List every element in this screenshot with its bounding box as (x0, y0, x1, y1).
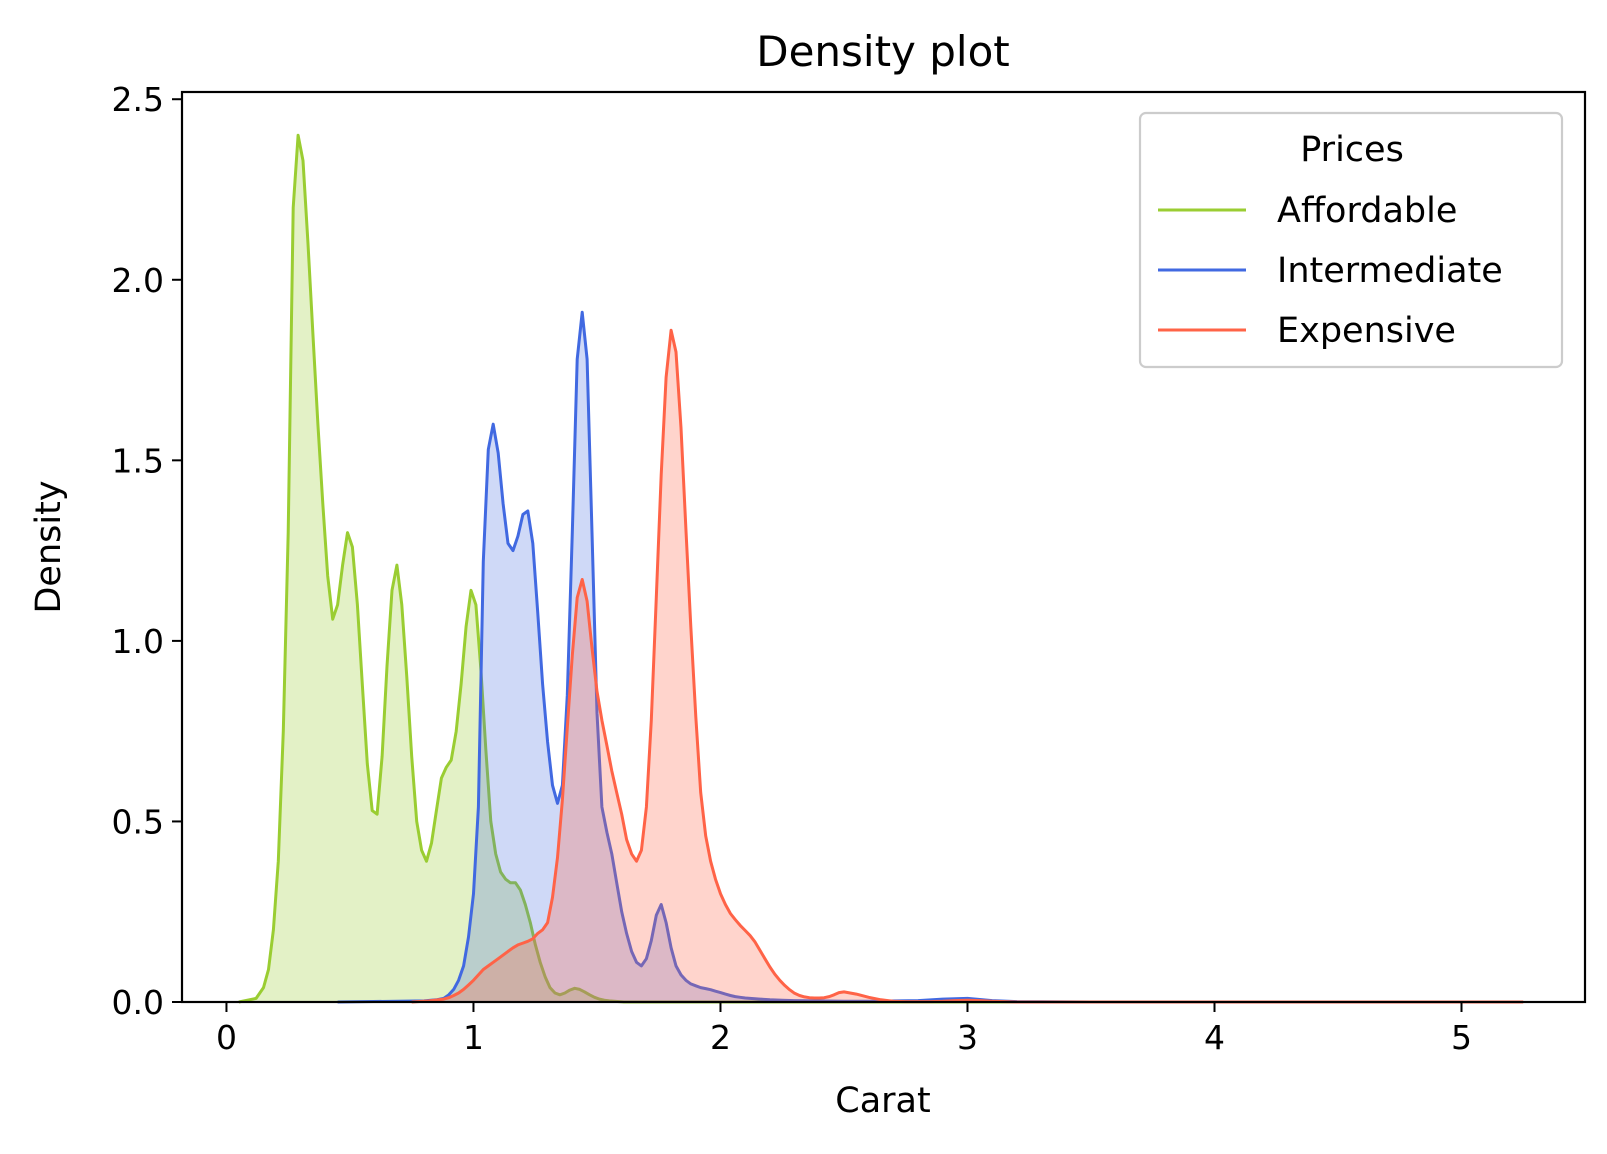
y-tick-label: 1.5 (112, 441, 164, 480)
series-intermediate-line (337, 310, 1092, 1004)
x-tick-label: 2 (710, 1018, 731, 1057)
series-intermediate-fill (337, 312, 1092, 1002)
y-tick-label: 0.0 (112, 983, 164, 1022)
y-tick-label: 0.5 (112, 802, 164, 841)
y-axis-ticks: 0.0 0.5 1.0 1.5 2.0 2.5 (112, 80, 182, 1022)
series-affordable-line (238, 133, 1091, 1004)
legend: Prices Affordable Intermediate Expensive (1138, 111, 1564, 369)
x-tick-label: 1 (463, 1018, 484, 1057)
chart-title: Density plot (756, 27, 1010, 76)
y-tick-label: 2.5 (112, 80, 164, 119)
plot-frame (180, 90, 1587, 1004)
legend-label-intermediate: Intermediate (1277, 251, 1503, 291)
x-axis-ticks: 0 1 2 3 4 5 (216, 1002, 1472, 1057)
x-tick-label: 3 (957, 1018, 978, 1057)
series-layer (238, 133, 1524, 1004)
legend-entries: Affordable Intermediate Expensive (1158, 191, 1503, 351)
x-tick-label: 0 (216, 1018, 237, 1057)
legend-box (1138, 111, 1564, 369)
x-tick-label: 4 (1204, 1018, 1225, 1057)
series-affordable-fill (238, 135, 1092, 1003)
x-axis-label: Carat (835, 1081, 930, 1121)
series-expensive-line (411, 328, 1524, 1004)
series-expensive-fill (411, 330, 1524, 1002)
y-axis-label: Density (29, 480, 69, 613)
x-tick-label: 5 (1451, 1018, 1472, 1057)
legend-title: Prices (1300, 130, 1404, 170)
legend-label-expensive: Expensive (1277, 311, 1456, 351)
y-tick-label: 2.0 (112, 261, 164, 300)
y-tick-label: 1.0 (112, 622, 164, 661)
legend-label-affordable: Affordable (1277, 191, 1457, 231)
